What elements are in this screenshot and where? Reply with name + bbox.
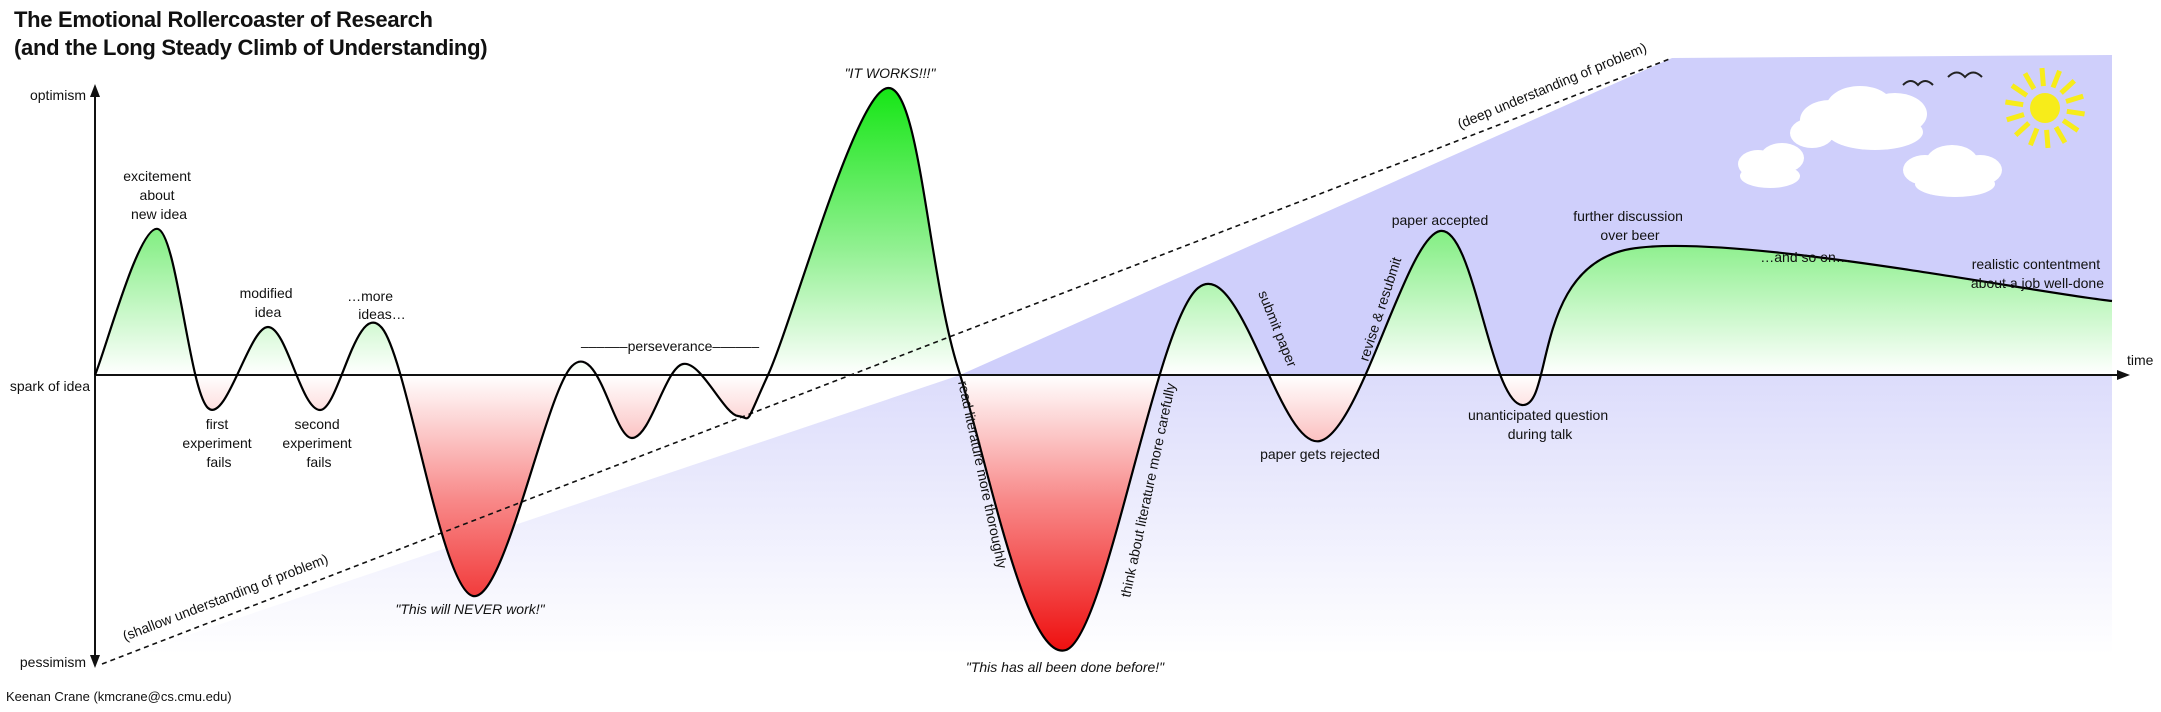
understanding-line [101,57,1673,665]
label-done-before: "This has all been done before!" [966,659,1165,675]
label-more-ideas: …more ideas… [347,288,406,322]
bird-icon [1902,80,1934,87]
label-it-works: "IT WORKS!!!" [845,65,937,81]
label-first-experiment-fails: first experiment fails [182,416,255,470]
label-paper-rejected: paper gets rejected [1260,446,1380,462]
sun-icon [2005,67,2085,149]
bird-icon [1947,71,1983,79]
label-paper-accepted: paper accepted [1392,212,1489,228]
label-further-discussion: further discussion over beer [1573,208,1687,243]
x-axis-arrow [2117,370,2130,380]
cloud-icon [1738,143,1804,188]
sun-ray [2059,78,2076,95]
y-axis-label-spark: spark of idea [10,378,90,394]
sun-ray [2044,129,2051,149]
y-axis-label-pessimism: pessimism [20,654,86,670]
cloud-icon [1903,145,2002,197]
sun-ray [2028,127,2040,147]
sun-ray [2010,83,2029,98]
cloud-icon [1790,86,1927,150]
y-axis-label-optimism: optimism [30,87,86,103]
label-second-experiment-fails: second experiment fails [282,416,355,470]
title-line-1: The Emotional Rollercoaster of Research [14,7,433,32]
label-unanticipated-question: unanticipated question during talk [1468,407,1612,442]
sun-ray [2050,69,2062,89]
sun-ray [2014,121,2031,138]
sun-ray [2039,67,2046,87]
diagram-title: The Emotional Rollercoaster of Research … [14,6,488,62]
y-axis-arrow-top [90,84,100,97]
sun-ray [2065,93,2084,104]
label-excitement: excitement about new idea [123,168,195,222]
label-never-work: "This will NEVER work!" [395,601,545,617]
title-line-2: (and the Long Steady Climb of Understand… [14,35,488,60]
sun-ray [2006,112,2025,123]
negative-emotion-fill [95,375,2112,651]
sun-ray [2053,125,2068,144]
sun-ray [2066,108,2085,117]
emotion-curve [93,86,2113,652]
x-axis-label-time: time [2127,352,2154,368]
sun-ray [2061,118,2080,133]
label-modified-idea: modified idea [240,285,297,320]
label-perseverance: ––––––perseverance–––––– [581,338,759,354]
label-realistic-contentment: realistic contentment about a job well-d… [1971,256,2104,291]
sun-ray [2022,72,2037,91]
y-axis-arrow-bottom [90,655,100,668]
label-and-so-on: …and so on… [1760,249,1850,265]
sun-ray [2005,99,2024,108]
author-credit: Keenan Crane (kmcrane@cs.cmu.edu) [6,689,232,704]
positive-emotion-fill [95,87,2112,375]
